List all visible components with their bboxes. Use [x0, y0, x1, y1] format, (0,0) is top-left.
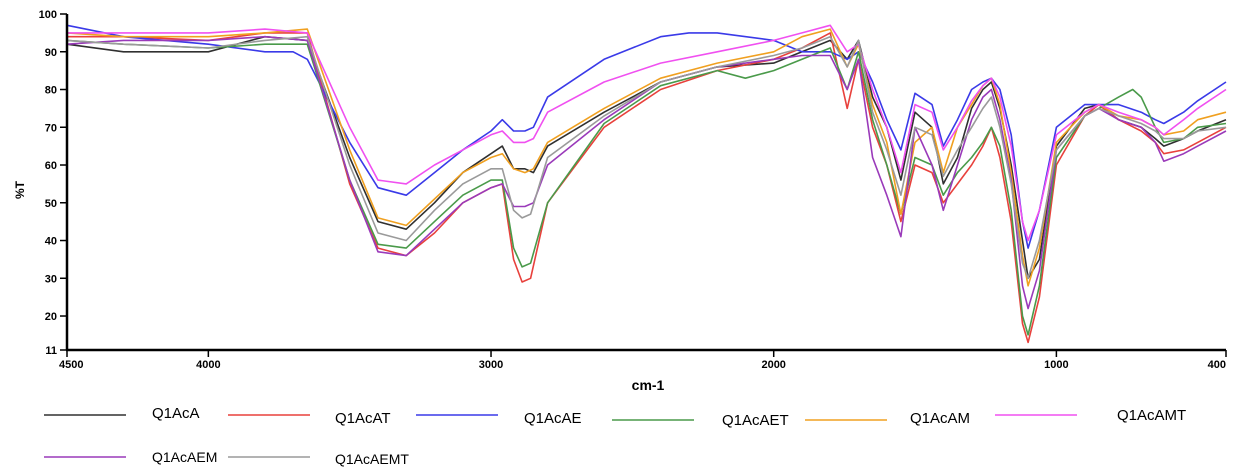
y-tick-label: 100 — [39, 9, 57, 21]
legend-label-q1acaemt: Q1AcAEMT — [335, 451, 409, 467]
series-line-q1acae — [66, 24, 1227, 249]
y-tick-label: 90 — [45, 47, 57, 59]
legend-label-q1acaem: Q1AcAEM — [152, 449, 217, 465]
legend: Q1AcA Q1AcAT Q1AcAE Q1AcAET Q1AcAM Q1AcAMT Q1A… — [44, 405, 1186, 467]
x-tick-label: 2000 — [761, 359, 785, 371]
x-ticks: 4500 4000 3000 2000 1000 400 — [59, 350, 1227, 371]
x-axis-label: cm-1 — [632, 377, 665, 393]
y-tick-label: 30 — [45, 273, 57, 285]
y-axis-label: %T — [13, 180, 27, 199]
series-line-q1acaemt — [66, 35, 1227, 280]
legend-label-q1acaet: Q1AcAET — [722, 412, 789, 429]
plot-lines — [66, 24, 1227, 344]
y-tick-label: 20 — [45, 311, 57, 323]
y-tick-label: 60 — [45, 160, 57, 172]
legend-label-q1acat: Q1AcAT — [335, 410, 391, 427]
y-tick-label: 11 — [45, 345, 57, 357]
x-tick-label: 400 — [1208, 359, 1226, 371]
series-line-q1acamt — [67, 24, 1227, 242]
y-tick-label: 80 — [45, 85, 57, 97]
x-tick-label: 4000 — [196, 359, 220, 371]
legend-label-q1aca: Q1AcA — [152, 405, 200, 422]
y-tick-label: 50 — [45, 198, 57, 210]
x-tick-label: 4500 — [59, 359, 83, 371]
series-line-q1aca — [66, 35, 1227, 280]
legend-label-q1acamt: Q1AcAMT — [1117, 407, 1186, 424]
legend-label-q1acae: Q1AcAE — [524, 410, 582, 427]
legend-label-q1acam: Q1AcAM — [910, 410, 970, 427]
y-ticks: 100 90 80 70 60 50 40 30 20 11 — [39, 9, 67, 357]
axes — [65, 14, 1226, 352]
series-line-q1acaet — [66, 39, 1227, 336]
y-tick-label: 70 — [45, 122, 57, 134]
y-tick-label: 40 — [45, 236, 57, 248]
x-tick-label: 1000 — [1044, 359, 1068, 371]
x-tick-label: 3000 — [479, 359, 503, 371]
